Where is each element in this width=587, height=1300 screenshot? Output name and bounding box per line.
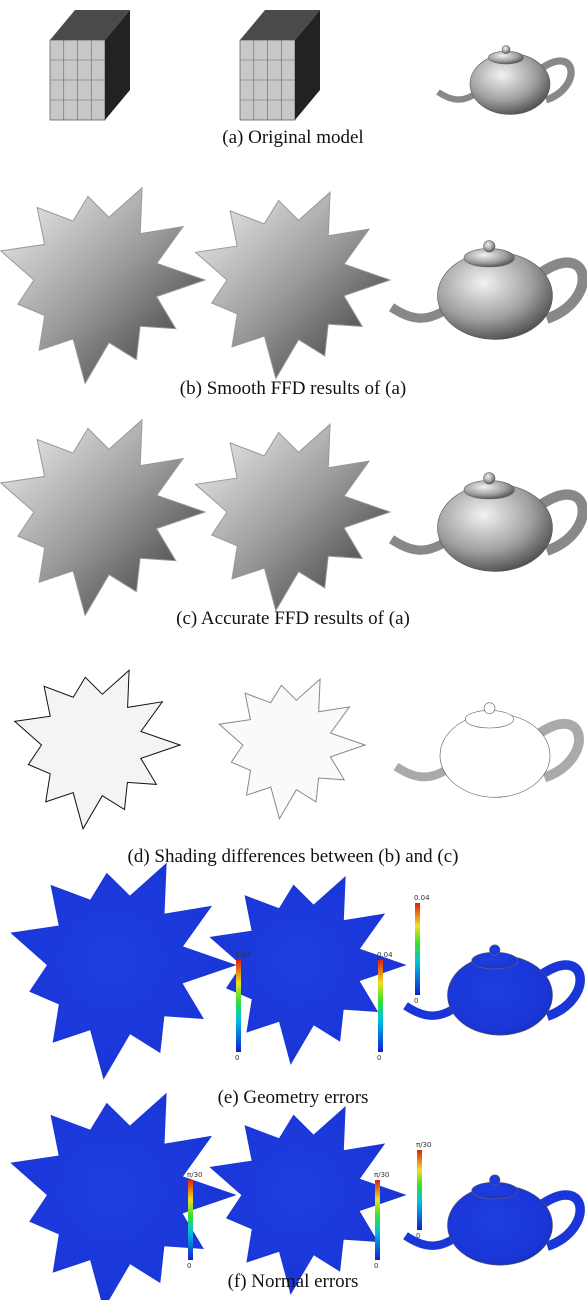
caption: (a) Original model <box>222 127 363 148</box>
colorbar <box>378 960 383 1052</box>
teapot-knob <box>484 473 496 485</box>
colorbar-min: 0 <box>414 997 418 1005</box>
caption: (b) Smooth FFD results of (a) <box>180 378 406 399</box>
colorbar-max: π/30 <box>187 1171 202 1179</box>
colorbar <box>236 960 241 1052</box>
teapot-knob <box>484 241 496 253</box>
teapot-knob <box>490 1175 501 1186</box>
colorbar <box>375 1180 380 1260</box>
deformed-cube <box>219 679 365 819</box>
deformed-cube <box>1 188 205 384</box>
teapot-knob <box>484 703 495 714</box>
colorbar-max: π/30 <box>374 1171 389 1179</box>
caption: (e) Geometry errors <box>218 1087 369 1108</box>
colorbar-min: 0 <box>377 1054 381 1062</box>
colorbar-max: π/30 <box>416 1141 431 1149</box>
caption: (c) Accurate FFD results of (a) <box>176 608 410 629</box>
colorbar <box>415 903 420 995</box>
teapot-knob <box>490 945 501 956</box>
deformed-cube <box>196 424 391 610</box>
deformed-cube <box>15 670 180 829</box>
deformed-cube <box>1 420 205 616</box>
colorbar-max: 0.04 <box>235 951 251 959</box>
figure: (a) Original model (b) Smooth FFD results… <box>0 0 587 1300</box>
colorbar <box>188 1180 193 1260</box>
caption: (d) Shading differences between (b) and … <box>128 846 459 867</box>
colorbar-min: 0 <box>235 1054 239 1062</box>
deformed-cube <box>196 192 391 379</box>
colorbar-min: 0 <box>374 1262 378 1270</box>
colorbar-max: 0.04 <box>377 951 393 959</box>
colorbar-min: 0 <box>187 1262 191 1270</box>
colorbar-min: 0 <box>416 1232 420 1240</box>
colorbar-max: 0.04 <box>414 894 430 902</box>
deformed-cube <box>11 1094 235 1300</box>
caption: (f) Normal errors <box>228 1271 359 1292</box>
deformed-cube <box>11 864 235 1079</box>
teapot-knob <box>502 46 510 54</box>
colorbar <box>417 1150 422 1230</box>
